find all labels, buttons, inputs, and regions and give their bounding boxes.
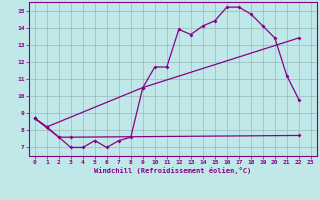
X-axis label: Windchill (Refroidissement éolien,°C): Windchill (Refroidissement éolien,°C) (94, 167, 252, 174)
